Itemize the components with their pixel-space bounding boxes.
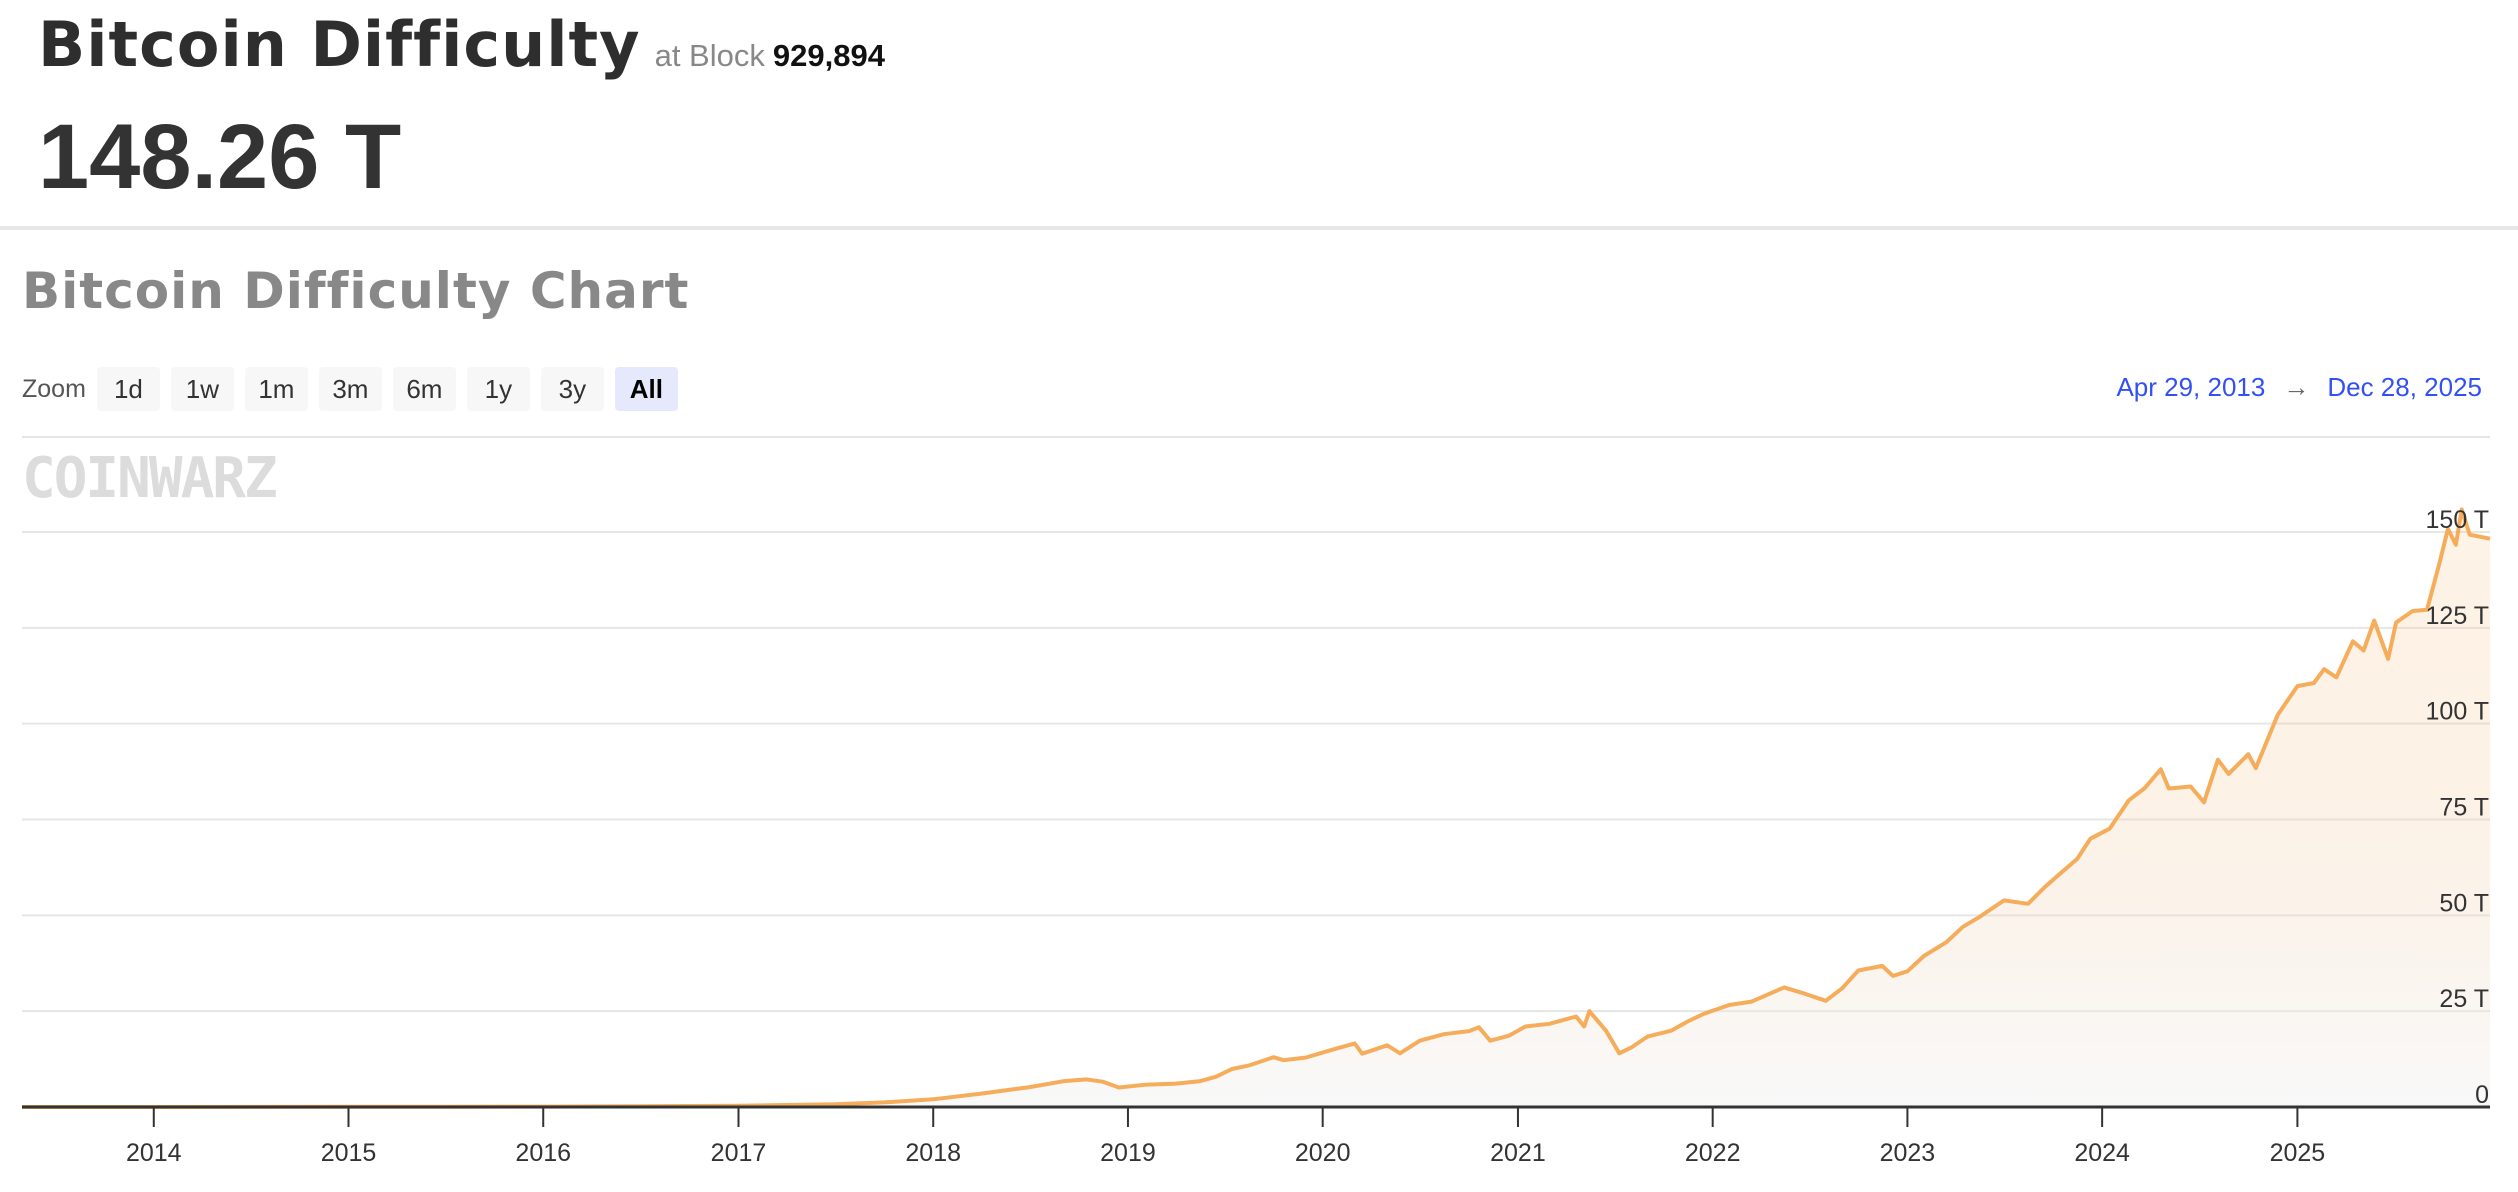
zoom-6m-button[interactable]: 6m [392,367,456,411]
range-to-input[interactable]: Dec 28, 2025 [2327,372,2482,402]
zoom-bar: Zoom 1d 1w 1m 3m 6m 1y 3y All [22,367,678,411]
x-tick-label: 2024 [2074,1139,2130,1167]
zoom-3y-button[interactable]: 3y [540,367,604,411]
zoom-3m-button[interactable]: 3m [318,367,382,411]
y-tick-label: 0 [2475,1081,2489,1109]
chart-title: Bitcoin Difficulty Chart [22,262,690,320]
y-tick-label: 125 T [2426,602,2489,630]
y-tick-label: 100 T [2426,698,2489,726]
x-tick-label: 2023 [1880,1139,1936,1167]
zoom-1d-button[interactable]: 1d [96,367,160,411]
block-number: 929,894 [772,38,885,73]
x-tick-label: 2020 [1295,1139,1351,1167]
range-from-input[interactable]: Apr 29, 2013 [2116,372,2266,402]
y-tick-label: 50 T [2439,889,2489,917]
x-tick-label: 2022 [1685,1139,1741,1167]
page-header: Bitcoin Difficulty at Block 929,894 [38,8,885,81]
x-tick-label: 2021 [1490,1139,1546,1167]
page-title: Bitcoin Difficulty [38,8,641,81]
y-tick-label: 150 T [2426,506,2489,534]
difficulty-area [22,509,2490,1107]
x-tick-label: 2019 [1100,1139,1156,1167]
x-tick-label: 2017 [711,1139,767,1167]
x-tick-label: 2016 [515,1139,571,1167]
zoom-1m-button[interactable]: 1m [244,367,308,411]
coinwarz-watermark-logo: COINWARZ [22,446,278,511]
divider [0,226,2518,230]
x-tick-label: 2015 [321,1139,377,1167]
y-tick-label: 25 T [2439,985,2489,1013]
at-block-label: at Block [654,38,765,73]
x-tick-label: 2025 [2270,1139,2326,1167]
x-tick-label: 2018 [905,1139,961,1167]
y-tick-label: 75 T [2439,794,2489,822]
zoom-label: Zoom [22,374,86,403]
zoom-all-button[interactable]: All [614,367,678,411]
current-difficulty: 148.26 T [38,106,402,208]
date-range: Apr 29, 2013 → Dec 28, 2025 [2116,372,2482,403]
zoom-1w-button[interactable]: 1w [170,367,234,411]
difficulty-line [22,507,2491,1109]
arrow-right-icon: → [2283,372,2310,402]
x-tick-label: 2014 [126,1139,182,1167]
zoom-1y-button[interactable]: 1y [466,367,530,411]
